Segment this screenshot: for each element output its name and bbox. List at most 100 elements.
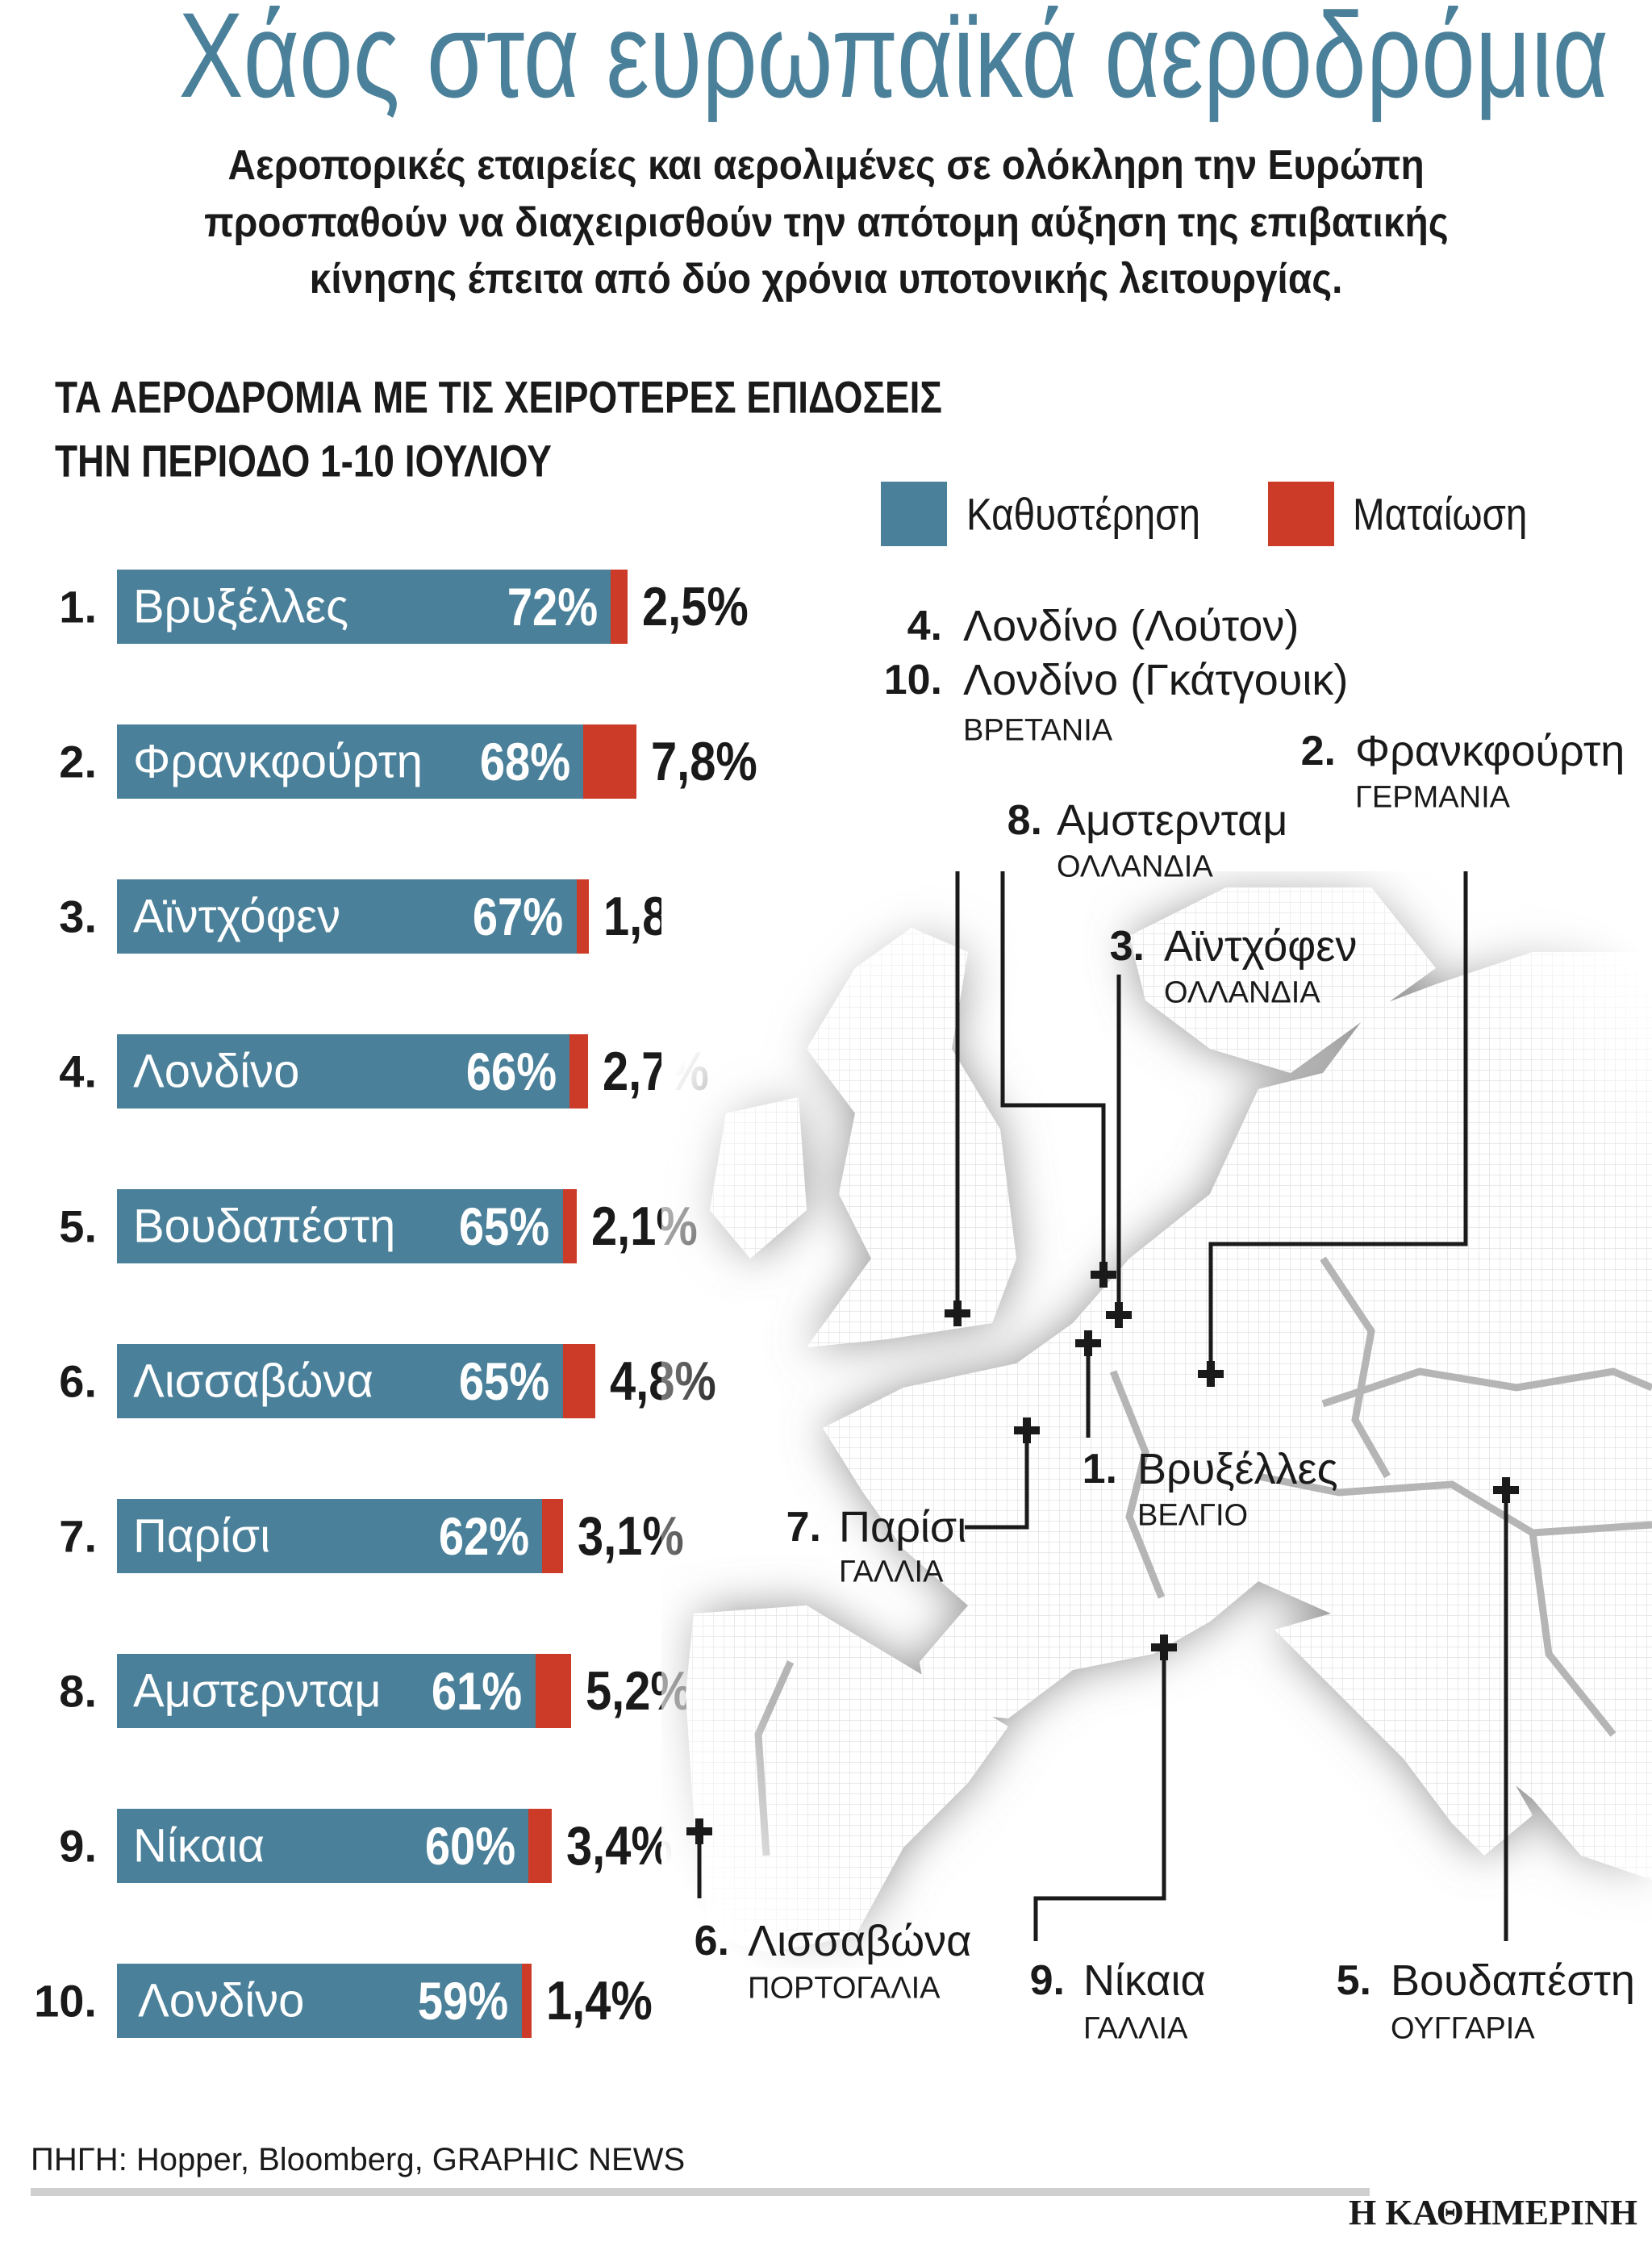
map-label-country: ΒΕΛΓΙΟ — [1137, 1498, 1249, 1533]
pin-icon — [1091, 1262, 1116, 1288]
bar-city-label: Παρίσι — [133, 1509, 270, 1563]
rank-label: 6. — [59, 1355, 97, 1407]
bar-cancel — [583, 724, 637, 799]
bar-delay — [117, 1964, 522, 2038]
bar-delay-value: 65% — [459, 1351, 550, 1411]
map-label-rank: 4. — [907, 603, 942, 649]
subtitle-line: Αεροπορικές εταιρείες και αερολιμένες σε… — [0, 141, 1652, 190]
map-label-country: ΓΑΛΛΙΑ — [1083, 2011, 1188, 2046]
subtitle-line: κίνησης έπειτα από δύο χρόνια υποτονικής… — [0, 255, 1652, 303]
map-label-city: Λονδίνο (Γκάτγουικ) — [963, 656, 1349, 704]
leader-lines — [697, 871, 1508, 1941]
bar-delay — [117, 879, 577, 954]
map-label-city: Λονδίνο (Λούτον) — [963, 602, 1299, 650]
bar-delay — [117, 724, 583, 799]
bar-delay-value: 60% — [424, 1816, 515, 1876]
bar-cancel — [528, 1809, 552, 1883]
map-label-city: Αμστερνταμ — [1057, 796, 1288, 845]
map-label-rank: 2. — [1300, 728, 1336, 774]
bar-delay — [117, 1344, 563, 1418]
bar-cancel — [562, 1344, 596, 1418]
bar-cancel — [521, 1964, 532, 2038]
bar-delay — [117, 1499, 542, 1573]
bar-city-label: Λονδίνο — [133, 1045, 300, 1098]
rank-label: 10. — [34, 1975, 97, 2027]
subtitle-text: Αεροπορικές εταιρείες και αερολιμένες σε… — [227, 142, 1425, 189]
map-label-country: ΠΟΡΤΟΓΑΛΙΑ — [748, 1971, 941, 2006]
map-label-country: ΟΛΛΑΝΔΙΑ — [1057, 850, 1213, 884]
bar-city-label: Αϊντχόφεν — [133, 890, 341, 943]
bar-cancel — [569, 1034, 588, 1108]
rank-label: 7. — [59, 1510, 97, 1562]
map-label-rank: 3. — [1109, 923, 1145, 970]
source-note: ΠΗΓΗ: Hopper, Bloomberg, GRAPHIC NEWS — [31, 2142, 686, 2177]
map-label-country: ΟΛΛΑΝΔΙΑ — [1164, 975, 1320, 1010]
bar-city-label: Λονδίνο — [138, 1974, 305, 2027]
subtitle-line: προσπαθούν να διαχειρισθούν την απότομη … — [0, 198, 1652, 247]
bar-cancel-value: 3,4% — [565, 1815, 673, 1877]
bar-cancel — [576, 879, 589, 954]
bar-cancel — [535, 1654, 571, 1728]
map-label-country: ΓΑΛΛΙΑ — [839, 1555, 944, 1589]
pin-icon — [1151, 1635, 1177, 1660]
map-label-city: Παρίσι — [839, 1503, 967, 1551]
bar-delay-value: 62% — [438, 1506, 529, 1566]
rank-label: 1. — [59, 581, 97, 633]
map-label-city: Νίκαια — [1083, 1956, 1206, 2005]
title-text: Χάος στα ευρωπαϊκά αεροδρόμια — [178, 0, 1608, 123]
rank-label: 4. — [59, 1046, 97, 1097]
pin-icon — [1106, 1302, 1132, 1328]
map-label-country: ΟΥΓΓΑΡΙΑ — [1391, 2011, 1535, 2046]
bar-cancel-value: 7,8% — [651, 731, 758, 792]
bar-delay — [117, 1189, 563, 1263]
map-label-country: ΓΕΡΜΑΝΙΑ — [1355, 780, 1510, 815]
bar-city-label: Αμστερνταμ — [133, 1664, 382, 1718]
legend-label-cancel: Ματαίωση — [1353, 488, 1528, 540]
airport-pins — [686, 1262, 1519, 1844]
rank-label: 5. — [59, 1200, 97, 1252]
bar-delay — [117, 1034, 569, 1108]
map-label-city: Βουδαπέστη — [1391, 1956, 1635, 2005]
map-label-city: Αϊντχόφεν — [1164, 922, 1358, 971]
rank-label: 3. — [59, 891, 97, 942]
map-label-country: ΒΡΕΤΑΝΙΑ — [963, 713, 1113, 748]
map-label-rank: 1. — [1082, 1446, 1117, 1493]
legend-swatch-cancel — [1268, 482, 1334, 546]
bar-delay-value: 68% — [479, 732, 570, 791]
footer-rule — [31, 2188, 1370, 2196]
bar-delay — [117, 1654, 536, 1728]
bar-delay-value: 61% — [432, 1661, 523, 1721]
pin-icon — [1075, 1330, 1101, 1356]
bar-delay-value: 65% — [459, 1196, 550, 1256]
page-title: Χάος στα ευρωπαϊκά αεροδρόμια — [0, 0, 1652, 125]
publisher-logo: Η ΚΑΘΗΜΕΡΙΝΗ — [1349, 2193, 1637, 2232]
bar-city-label: Φρανκφούρτη — [133, 735, 423, 788]
bar-cancel — [562, 1189, 578, 1263]
bar-delay-value: 67% — [473, 887, 564, 946]
rank-label: 8. — [59, 1665, 97, 1717]
map-label-rank: 6. — [694, 1918, 729, 1964]
pin-icon — [1493, 1477, 1519, 1503]
europe-map — [661, 871, 1652, 1969]
bar-city-label: Βουδαπέστη — [133, 1200, 396, 1253]
bar-delay — [117, 570, 611, 644]
rank-label: 9. — [59, 1820, 97, 1872]
map-label-city: Φρανκφούρτη — [1355, 727, 1625, 775]
pin-icon — [1014, 1417, 1040, 1443]
map-label-rank: 10. — [883, 657, 942, 703]
subtitle-text: προσπαθούν να διαχειρισθούν την απότομη … — [203, 199, 1449, 246]
bar-cancel-value: 2,5% — [642, 576, 749, 637]
bar-city-label: Νίκαια — [133, 1819, 265, 1873]
map-label-rank: 5. — [1336, 1957, 1371, 2004]
chart-heading: ΤΗΝ ΠΕΡΙΟΔΟ 1-10 ΙΟΥΛΙΟΥ — [55, 435, 552, 486]
bar-delay — [117, 1809, 528, 1883]
bar-delay-value: 72% — [507, 577, 598, 637]
bar-delay-value: 59% — [418, 1971, 509, 2031]
map-label-city: Λισσαβώνα — [748, 1917, 972, 1965]
rank-label: 2. — [59, 736, 97, 787]
map-label-rank: 8. — [1007, 797, 1042, 844]
map-label-rank: 9. — [1029, 1957, 1065, 2004]
legend-label-delay: Καθυστέρηση — [966, 488, 1200, 540]
bar-cancel — [542, 1499, 564, 1573]
